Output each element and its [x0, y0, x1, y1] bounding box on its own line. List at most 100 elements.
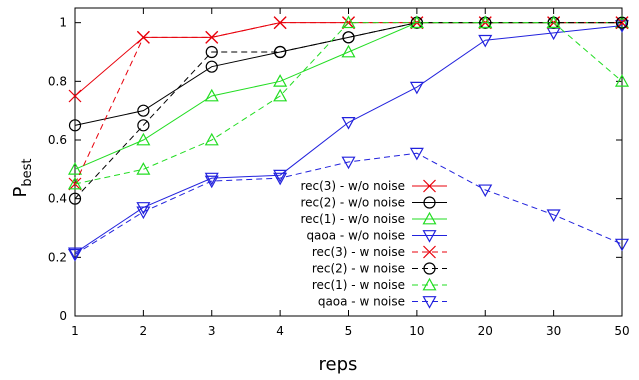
legend-label: rec(2) - w/o noise [300, 196, 405, 210]
data-point [67, 176, 83, 190]
data-point [615, 16, 629, 29]
y-tick-label: 0.8 [48, 74, 67, 88]
x-tick-label: 10 [409, 324, 424, 338]
x-tick-label: 5 [345, 324, 353, 338]
data-point [136, 162, 151, 175]
series-layer [67, 15, 630, 262]
series-line [74, 25, 623, 254]
data-point [204, 172, 219, 186]
data-point [341, 116, 356, 130]
x-tick-label: 1 [71, 324, 79, 338]
x-tick-label: 30 [546, 324, 561, 338]
x-tick-label: 50 [614, 324, 629, 338]
legend-label: rec(3) - w/o noise [300, 179, 405, 193]
legend-entry: rec(2) - w noise [312, 262, 447, 276]
data-point [136, 30, 150, 44]
legend-label: rec(2) - w noise [312, 262, 405, 276]
data-point-stroke [205, 30, 219, 44]
data-point [274, 45, 287, 59]
x-tick-label: 3 [208, 324, 216, 338]
data-point [341, 44, 356, 58]
legend-marker [422, 296, 437, 309]
legend-label: rec(1) - w/o noise [300, 212, 405, 226]
data-point [136, 132, 151, 146]
data-point-stroke [273, 16, 287, 30]
data-point [204, 175, 219, 189]
data-point [478, 15, 493, 29]
legend-marker-stroke [423, 179, 436, 193]
x-tick-label: 2 [140, 324, 148, 338]
x-axis: 1 2 3 4 5 10 20 30 50 [71, 8, 630, 338]
data-point [478, 184, 493, 198]
legend-marker [423, 179, 436, 193]
legend-entry: rec(3) - w/o noise [300, 179, 447, 193]
data-point [68, 89, 82, 103]
data-point [341, 156, 356, 170]
data-point [204, 88, 219, 102]
data-point [273, 16, 287, 30]
data-point [409, 147, 424, 161]
legend-entry: rec(3) - w noise [312, 245, 447, 259]
y-tick-label: 0.2 [48, 250, 67, 264]
y-axis: 0 0.2 0.4 0.6 0.8 1 [48, 16, 622, 323]
y-tick-label: 0 [59, 309, 67, 323]
data-point [136, 206, 151, 220]
data-point [273, 88, 288, 102]
legend-entry: rec(2) - w/o noise [300, 196, 447, 210]
data-point [204, 132, 219, 146]
data-point-stroke [136, 30, 150, 44]
legend-entry: qaoa - w/o noise [306, 229, 447, 243]
y-axis-label-subscript: best [20, 159, 35, 187]
data-point [341, 15, 356, 29]
series-1 [68, 16, 629, 103]
x-tick-label: 4 [276, 324, 284, 338]
legend-label: qaoa - w noise [318, 295, 405, 309]
legend-marker [422, 211, 437, 225]
data-point [409, 15, 424, 29]
data-point [205, 60, 218, 73]
y-axis-label: Pbest [10, 159, 35, 198]
legend-label: rec(1) - w noise [312, 278, 405, 292]
legend-entry: rec(1) - w noise [312, 277, 447, 292]
data-point [205, 30, 219, 44]
y-axis-label-main: P [10, 186, 31, 197]
legend-marker [423, 245, 436, 259]
series-6 [68, 16, 629, 205]
legend-entry: qaoa - w noise [318, 295, 447, 309]
data-point [614, 238, 630, 252]
data-point [546, 209, 561, 223]
legend-entry: rec(1) - w/o noise [300, 211, 447, 226]
data-point [68, 119, 82, 132]
data-point [67, 162, 83, 175]
data-point [273, 169, 288, 183]
data-point-stroke [68, 89, 82, 103]
legend-label: qaoa - w/o noise [306, 229, 405, 243]
data-point [67, 249, 83, 262]
series-line [74, 22, 622, 170]
series-line [74, 22, 622, 200]
data-point [273, 172, 288, 186]
data-point [614, 74, 630, 87]
data-point [136, 202, 151, 215]
data-point [546, 15, 561, 29]
x-axis-label: reps [319, 354, 358, 375]
data-point [137, 104, 150, 117]
data-point [68, 192, 82, 205]
legend-label: rec(3) - w noise [312, 245, 405, 259]
data-point [137, 119, 150, 132]
x-tick-label: 20 [478, 324, 493, 338]
data-point [205, 45, 218, 59]
legend-marker [422, 277, 437, 291]
data-point [273, 74, 288, 87]
data-point [67, 247, 83, 261]
legend: rec(3) - w/o noise rec(2) - w/o noise rec(… [300, 179, 447, 309]
series-line [74, 22, 623, 185]
legend-marker [423, 196, 436, 209]
series-8 [67, 147, 630, 262]
series-line [74, 22, 622, 97]
series-7 [67, 15, 630, 190]
data-point [478, 34, 493, 48]
data-point [342, 31, 355, 44]
legend-marker [423, 262, 436, 275]
